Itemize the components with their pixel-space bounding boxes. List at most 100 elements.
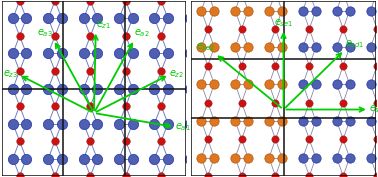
Point	[273, 101, 279, 104]
Point	[205, 138, 211, 141]
Point	[273, 138, 279, 141]
Point	[232, 46, 238, 49]
Point	[205, 175, 211, 177]
Point	[81, 52, 87, 55]
Text: $\mathit{e_{z1}}$: $\mathit{e_{z1}}$	[96, 19, 111, 31]
Text: $\mathit{e_{a2}}$: $\mathit{e_{a2}}$	[135, 28, 150, 39]
Text: $\mathit{e_{sd1}}$: $\mathit{e_{sd1}}$	[345, 38, 364, 50]
Point	[123, 105, 129, 107]
Point	[232, 156, 238, 159]
Point	[165, 52, 171, 55]
Point	[10, 122, 16, 125]
Point	[313, 83, 319, 85]
Point	[266, 119, 272, 122]
Point	[334, 9, 340, 12]
Point	[198, 83, 204, 85]
Point	[59, 87, 65, 90]
Point	[211, 9, 217, 12]
Point	[10, 52, 16, 55]
Point	[59, 52, 65, 55]
Point	[198, 46, 204, 49]
Point	[59, 122, 65, 125]
Point	[239, 101, 245, 104]
Point	[45, 122, 51, 125]
Point	[306, 138, 312, 141]
Point	[232, 9, 238, 12]
Point	[187, 17, 193, 20]
Point	[266, 46, 272, 49]
Point	[279, 9, 285, 12]
Point	[152, 157, 158, 160]
Point	[245, 9, 251, 12]
Point	[87, 35, 93, 37]
Point	[266, 83, 272, 85]
Point	[17, 0, 23, 2]
Point	[340, 138, 346, 141]
Point	[347, 46, 353, 49]
Point	[123, 175, 129, 177]
Point	[87, 175, 93, 177]
Point	[17, 105, 23, 107]
Point	[273, 64, 279, 67]
Point	[245, 119, 251, 122]
Point	[130, 52, 136, 55]
Point	[116, 52, 122, 55]
Point	[152, 17, 158, 20]
Point	[367, 9, 373, 12]
Point	[52, 140, 58, 142]
Point	[313, 119, 319, 122]
Point	[340, 27, 346, 30]
Point	[334, 119, 340, 122]
Point	[81, 87, 87, 90]
Point	[340, 175, 346, 177]
Point	[45, 52, 51, 55]
Point	[239, 138, 245, 141]
Point	[347, 83, 353, 85]
Point	[59, 157, 65, 160]
Point	[87, 105, 93, 107]
Point	[300, 156, 306, 159]
Point	[130, 87, 136, 90]
Point	[123, 35, 129, 37]
Point	[158, 175, 164, 177]
Point	[211, 119, 217, 122]
Point	[198, 9, 204, 12]
Point	[158, 105, 164, 107]
Point	[205, 27, 211, 30]
Point	[239, 64, 245, 67]
Point	[23, 122, 29, 125]
Point	[187, 157, 193, 160]
Point	[81, 17, 87, 20]
Point	[374, 175, 378, 177]
Point	[123, 70, 129, 72]
Point	[367, 156, 373, 159]
Point	[81, 157, 87, 160]
Point	[165, 87, 171, 90]
Point	[300, 9, 306, 12]
Point	[232, 83, 238, 85]
Point	[45, 17, 51, 20]
Point	[165, 122, 171, 125]
Point	[340, 64, 346, 67]
Point	[300, 119, 306, 122]
Point	[23, 87, 29, 90]
Point	[279, 156, 285, 159]
Point	[273, 175, 279, 177]
Point	[94, 122, 100, 125]
Point	[266, 9, 272, 12]
Point	[211, 83, 217, 85]
Point	[152, 87, 158, 90]
Point	[245, 156, 251, 159]
Point	[10, 17, 16, 20]
Point	[123, 0, 129, 2]
Point	[187, 52, 193, 55]
Point	[165, 157, 171, 160]
Point	[17, 175, 23, 177]
Point	[187, 87, 193, 90]
Point	[45, 157, 51, 160]
Point	[334, 83, 340, 85]
Point	[279, 46, 285, 49]
Point	[273, 27, 279, 30]
Point	[52, 35, 58, 37]
Point	[279, 83, 285, 85]
